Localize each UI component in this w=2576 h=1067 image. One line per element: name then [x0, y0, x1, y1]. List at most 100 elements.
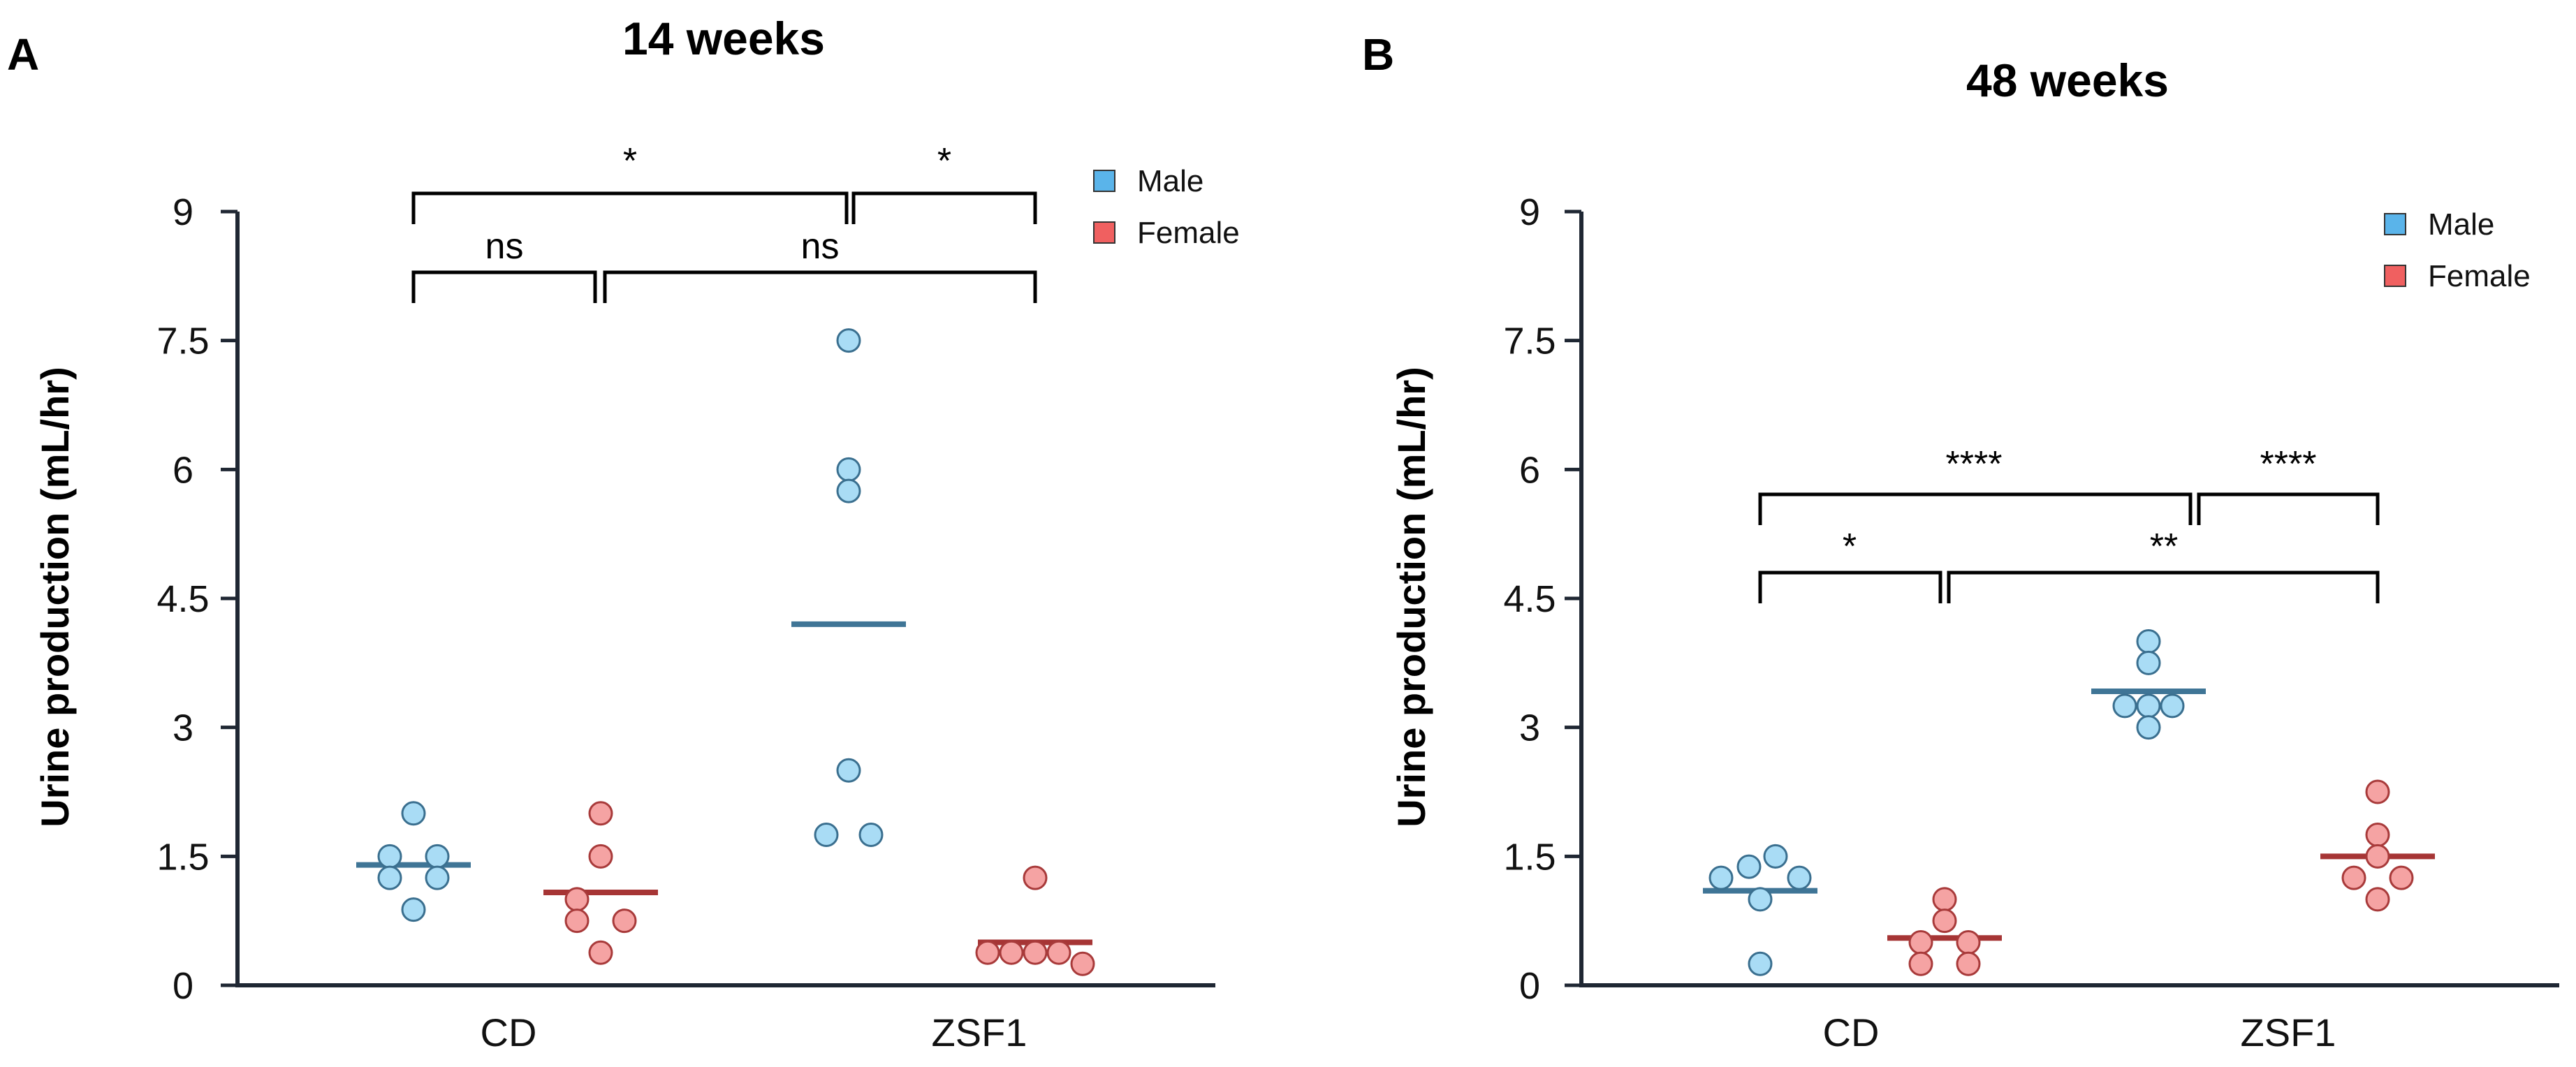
data-point [2136, 650, 2161, 675]
y-tick-label: 9 [1519, 191, 1540, 233]
panel-b: B 48 weeks Urine production (mL/hr) 0 1.5 3 4.… [1362, 29, 2559, 1054]
bracket-line [1947, 571, 2380, 603]
data-point [1956, 951, 1981, 976]
y-tick-label: 0 [173, 965, 193, 1007]
data-point [425, 865, 450, 890]
data-point [2365, 887, 2390, 912]
series-female-cd [543, 801, 658, 965]
data-point [975, 940, 1000, 965]
significance-label: **** [1946, 444, 2003, 485]
data-point [1023, 865, 1048, 890]
y-tick-label: 1.5 [1503, 836, 1556, 878]
data-point [1932, 908, 1957, 934]
chart-title: 48 weeks [1966, 54, 2169, 106]
significance-bracket: ** [1947, 527, 2380, 603]
data-point [814, 823, 839, 848]
significance-bracket: * [851, 141, 1037, 224]
y-tick-label: 4.5 [1503, 578, 1556, 620]
data-point [564, 908, 590, 934]
data-point [377, 844, 402, 869]
significance-bracket: * [1758, 527, 1942, 603]
data-point [588, 844, 613, 869]
x-category-label: CD [1823, 1010, 1880, 1054]
series-male-cd [356, 801, 471, 922]
data-point [1046, 940, 1071, 965]
significance-bracket: ns [411, 226, 597, 303]
data-point [2136, 693, 2161, 719]
data-point [1748, 951, 1773, 976]
data-point [2365, 779, 2390, 804]
legend-swatch [2384, 213, 2406, 235]
y-tick-label: 4.5 [156, 578, 209, 620]
data-point [1932, 887, 1957, 912]
data-point [858, 823, 884, 848]
significance-label: ns [801, 226, 840, 267]
y-axis-label: Urine production (mL/hr) [1389, 367, 1433, 827]
y-tick-label: 9 [173, 191, 193, 233]
bracket-line [411, 191, 849, 224]
data-point [836, 758, 861, 783]
data-point [1748, 887, 1773, 912]
chart-title: 14 weeks [622, 13, 825, 64]
data-point [836, 457, 861, 482]
data-point [2341, 865, 2366, 890]
bracket-line [2197, 492, 2380, 525]
data-point [1070, 951, 1095, 976]
y-tick-label: 7.5 [1503, 321, 1556, 362]
panel-letter: B [1362, 29, 1394, 80]
series-male-zsf1 [2091, 629, 2206, 740]
series-female-cd [1887, 887, 2002, 976]
legend: Male Female [2384, 207, 2531, 293]
data-point [1787, 865, 1812, 890]
panel-letter: A [7, 29, 39, 80]
legend-label: Female [1137, 216, 1240, 250]
data-point [2160, 693, 2185, 719]
series-male-zsf1 [791, 328, 906, 848]
legend-swatch [2384, 265, 2406, 287]
data-point [401, 897, 426, 922]
y-tick-label: 1.5 [156, 836, 209, 878]
legend-label: Female [2428, 259, 2531, 293]
y-tick-label: 3 [173, 707, 193, 749]
data-point [612, 908, 637, 934]
data-point [1736, 854, 1762, 879]
data-point [999, 940, 1024, 965]
y-tick-label: 7.5 [156, 321, 209, 362]
significance-label: * [1843, 527, 1857, 567]
bracket-line [411, 270, 597, 303]
series-male-cd [1703, 844, 1817, 976]
data-point [1956, 929, 1981, 955]
significance-bracket: * [411, 141, 849, 224]
data-point [2389, 865, 2414, 890]
data-point [2365, 844, 2390, 869]
x-category-label: ZSF1 [2241, 1010, 2336, 1054]
y-tick-label: 6 [1519, 449, 1540, 491]
y-axis-label: Urine production (mL/hr) [33, 367, 77, 827]
significance-label: **** [2260, 444, 2317, 485]
x-category-label: CD [481, 1010, 537, 1054]
data-point [588, 801, 613, 826]
bracket-line [1758, 492, 2193, 525]
y-tick-label: 0 [1519, 965, 1540, 1007]
legend-swatch [1093, 221, 1115, 244]
data-point [1908, 951, 1933, 976]
data-point [1908, 929, 1933, 955]
data-point [588, 940, 613, 965]
significance-label: * [937, 141, 951, 182]
bracket-line [603, 270, 1037, 303]
data-point [1763, 844, 1788, 869]
legend-swatch [1093, 170, 1115, 192]
significance-bracket: ns [603, 226, 1037, 303]
y-tick-label: 6 [173, 449, 193, 491]
legend: Male Female [1093, 164, 1240, 250]
data-point [836, 328, 861, 353]
data-point [836, 478, 861, 503]
significance-label: ** [2150, 527, 2178, 567]
series-female-zsf1 [2320, 779, 2435, 912]
data-point [377, 865, 402, 890]
legend-label: Male [2428, 207, 2494, 242]
series-female-zsf1 [975, 865, 1095, 976]
significance-bracket: **** [2197, 444, 2380, 525]
significance-label: * [623, 141, 637, 182]
